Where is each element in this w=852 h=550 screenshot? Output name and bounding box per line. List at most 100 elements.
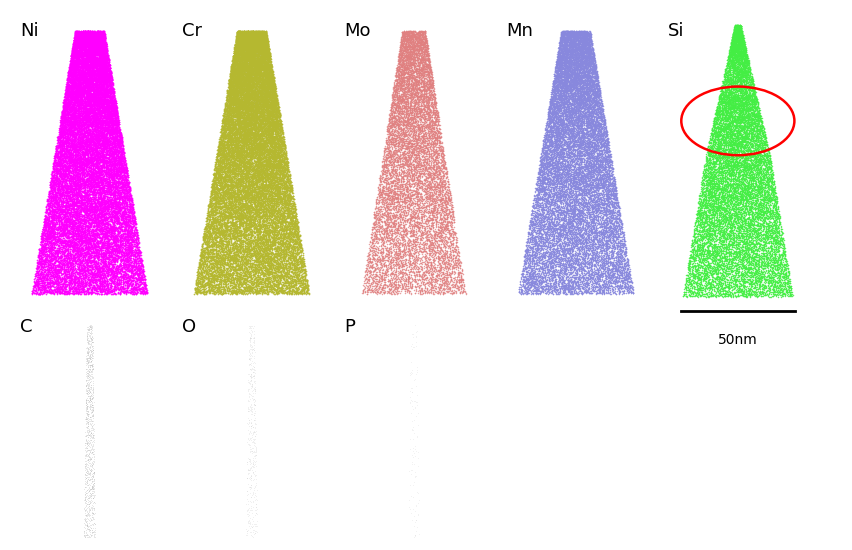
- Point: [706, 122, 720, 130]
- Point: [739, 97, 752, 106]
- Point: [245, 77, 259, 86]
- Point: [738, 289, 751, 298]
- Point: [539, 193, 553, 202]
- Point: [541, 179, 555, 188]
- Point: [97, 63, 111, 72]
- Point: [230, 30, 244, 39]
- Point: [98, 140, 112, 149]
- Point: [97, 167, 111, 175]
- Point: [61, 157, 75, 166]
- Point: [707, 119, 721, 128]
- Point: [199, 261, 213, 270]
- Point: [408, 40, 422, 49]
- Point: [108, 234, 122, 243]
- Point: [255, 140, 268, 148]
- Point: [215, 271, 228, 280]
- Point: [53, 284, 66, 293]
- Point: [586, 82, 600, 91]
- Point: [717, 149, 730, 158]
- Point: [67, 42, 81, 51]
- Point: [408, 98, 422, 107]
- Point: [263, 251, 277, 260]
- Point: [753, 188, 767, 197]
- Point: [534, 235, 548, 244]
- Point: [100, 160, 113, 169]
- Point: [199, 278, 212, 287]
- Point: [249, 254, 262, 263]
- Point: [578, 29, 591, 37]
- Point: [249, 131, 262, 140]
- Point: [767, 238, 780, 247]
- Point: [78, 43, 92, 52]
- Point: [557, 60, 571, 69]
- Point: [82, 204, 95, 213]
- Point: [554, 193, 567, 202]
- Point: [401, 127, 415, 136]
- Point: [205, 245, 219, 254]
- Point: [71, 137, 84, 146]
- Point: [682, 260, 695, 269]
- Point: [614, 241, 628, 250]
- Point: [300, 278, 314, 287]
- Point: [556, 243, 570, 251]
- Point: [562, 276, 576, 284]
- Point: [233, 169, 247, 178]
- Point: [79, 30, 93, 39]
- Point: [94, 43, 107, 52]
- Point: [564, 42, 578, 51]
- Point: [227, 47, 241, 56]
- Point: [74, 224, 88, 233]
- Point: [240, 59, 254, 68]
- Point: [256, 41, 269, 50]
- Point: [539, 147, 553, 156]
- Point: [562, 185, 576, 194]
- Point: [387, 108, 400, 117]
- Point: [260, 165, 273, 174]
- Point: [407, 157, 421, 166]
- Point: [87, 67, 101, 76]
- Point: [547, 142, 561, 151]
- Point: [82, 53, 95, 62]
- Point: [572, 98, 585, 107]
- Point: [602, 283, 616, 292]
- Point: [243, 92, 256, 101]
- Point: [750, 109, 763, 118]
- Point: [757, 189, 771, 198]
- Point: [590, 135, 603, 144]
- Point: [599, 142, 613, 151]
- Point: [250, 69, 263, 78]
- Point: [51, 282, 65, 291]
- Point: [566, 175, 579, 184]
- Point: [427, 285, 440, 294]
- Point: [722, 89, 736, 97]
- Point: [410, 86, 423, 95]
- Point: [529, 274, 543, 283]
- Point: [256, 85, 269, 94]
- Point: [66, 107, 80, 116]
- Point: [78, 88, 92, 97]
- Point: [83, 446, 96, 454]
- Point: [587, 156, 601, 164]
- Point: [405, 35, 418, 44]
- Point: [371, 183, 385, 191]
- Point: [43, 189, 57, 197]
- Point: [446, 250, 459, 259]
- Point: [425, 102, 439, 111]
- Point: [567, 191, 581, 200]
- Point: [61, 163, 75, 172]
- Point: [97, 37, 111, 46]
- Point: [415, 35, 429, 44]
- Point: [262, 64, 276, 73]
- Point: [95, 234, 108, 243]
- Point: [278, 181, 291, 190]
- Point: [117, 162, 130, 171]
- Point: [89, 82, 102, 91]
- Point: [722, 130, 735, 139]
- Point: [584, 226, 597, 234]
- Point: [209, 191, 222, 200]
- Point: [400, 239, 414, 248]
- Point: [589, 116, 602, 125]
- Point: [118, 217, 131, 226]
- Point: [391, 172, 405, 181]
- Point: [78, 112, 91, 120]
